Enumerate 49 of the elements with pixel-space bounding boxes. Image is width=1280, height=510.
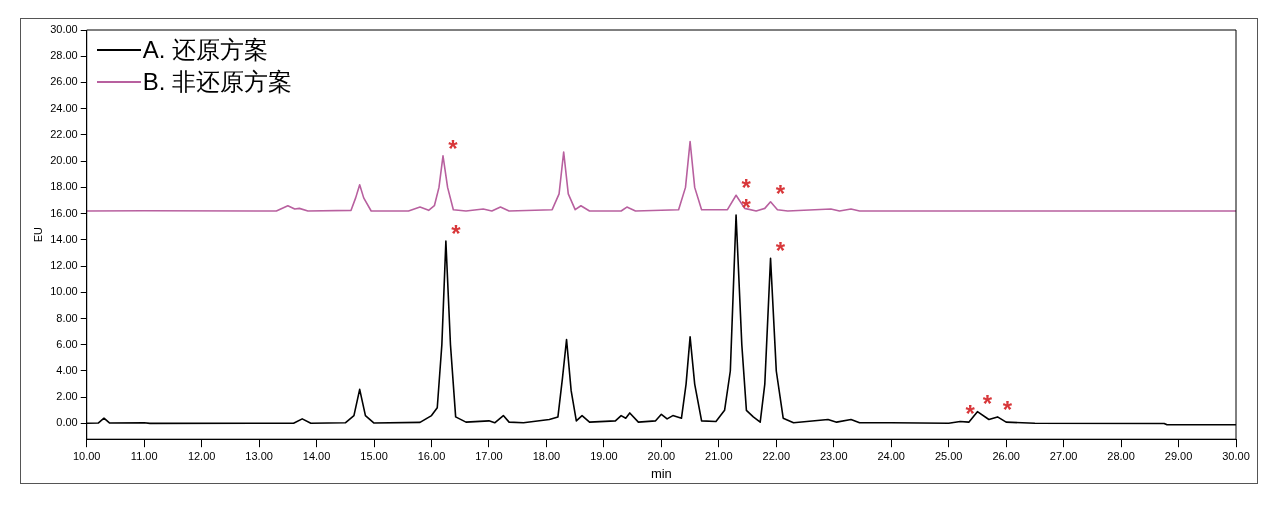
y-tick-label: 20.00 [50, 154, 78, 167]
x-tick-label: 16.00 [417, 449, 446, 462]
x-tick-label: 11.00 [130, 449, 158, 462]
x-tick-label: 26.00 [992, 449, 1020, 462]
x-tick-label: 25.00 [934, 449, 963, 462]
annotation: * [982, 390, 993, 418]
y-tick-label: 30.00 [50, 23, 78, 36]
x-tick-label: 10.00 [72, 449, 101, 462]
annotation: * [775, 180, 786, 208]
x-tick-label: 24.00 [877, 449, 905, 462]
x-axis-title: min [650, 465, 672, 481]
x-tick-label: 19.00 [590, 449, 618, 462]
y-tick-label: 16.00 [50, 206, 78, 219]
annotation: * [741, 193, 752, 221]
y-tick-label: 10.00 [50, 285, 78, 298]
y-axis-title: EU [31, 226, 44, 243]
legend-label: A. 还原方案 [142, 35, 269, 65]
x-tick-label: 14.00 [302, 449, 331, 462]
x-tick-label: 15.00 [360, 449, 388, 462]
annotation: * [1002, 395, 1013, 423]
x-tick-label: 30.00 [1222, 449, 1250, 462]
x-tick-label: 28.00 [1107, 449, 1135, 462]
annotation: * [775, 236, 786, 264]
x-tick-label: 27.00 [1049, 449, 1078, 462]
x-tick-label: 20.00 [647, 449, 676, 462]
y-tick-label: 24.00 [50, 101, 78, 114]
x-tick-label: 18.00 [532, 449, 561, 462]
x-tick-label: 29.00 [1164, 449, 1193, 462]
y-tick-label: 28.00 [50, 49, 78, 62]
x-tick-label: 22.00 [762, 449, 791, 462]
legend-label: B. 非还原方案 [142, 67, 293, 97]
x-tick-label: 23.00 [819, 449, 848, 462]
y-tick-label: 14.00 [50, 232, 78, 245]
y-tick-label: 26.00 [50, 75, 78, 88]
x-tick-label: 13.00 [245, 449, 273, 462]
y-tick-label: 4.00 [56, 364, 78, 377]
x-tick-label: 12.00 [187, 449, 216, 462]
annotation: * [965, 400, 976, 428]
y-tick-label: 2.00 [56, 390, 78, 403]
y-tick-label: 6.00 [56, 337, 78, 350]
y-tick-label: 0.00 [56, 416, 78, 429]
x-tick-label: 21.00 [705, 449, 733, 462]
y-tick-label: 22.00 [50, 127, 78, 140]
y-tick-label: 18.00 [50, 180, 78, 193]
y-tick-label: 8.00 [56, 311, 78, 324]
annotation: * [448, 134, 459, 162]
x-tick-label: 17.00 [475, 449, 503, 462]
annotation: * [451, 219, 462, 247]
y-tick-label: 12.00 [50, 259, 78, 272]
